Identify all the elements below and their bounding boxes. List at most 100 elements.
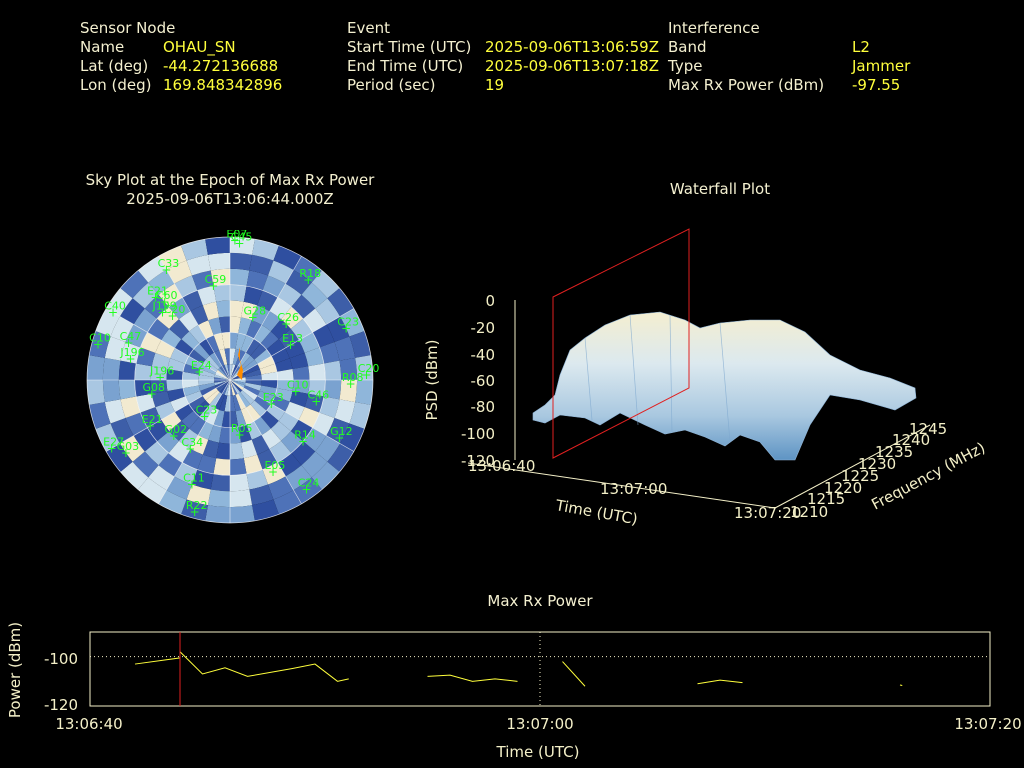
sky-cell [230, 316, 242, 334]
sky-cell [219, 366, 230, 380]
sky-cell [230, 237, 255, 255]
sky-cell [311, 270, 340, 299]
sky-cell [262, 275, 286, 298]
sky-cell [169, 420, 190, 441]
satellite-marker: + [248, 310, 258, 324]
sensor-lon-value: 169.848342896 [163, 76, 283, 94]
sky-cell [210, 268, 230, 287]
sky-cell [150, 366, 168, 380]
satellite-marker: + [155, 371, 165, 385]
interference-trace [237, 347, 243, 380]
sky-cell [315, 298, 341, 325]
azimuth-spoke [229, 379, 354, 452]
sky-cell [213, 409, 225, 427]
satellite-label: C20 [164, 303, 186, 316]
satellite-marker: + [266, 397, 276, 411]
sky-heatmap [87, 237, 373, 523]
sky-cell [281, 306, 304, 329]
sensor-name-value: OHAU_SN [163, 38, 236, 56]
sky-cell [243, 385, 260, 396]
sky-cell [245, 374, 262, 380]
sky-cell [261, 380, 278, 389]
sky-cell [230, 364, 236, 380]
sky-cell [323, 360, 342, 380]
z-tick-100: -100 [461, 425, 495, 443]
sky-cell [291, 294, 316, 319]
satellite-marker: + [268, 465, 278, 479]
y-tick-1225: 1225 [841, 467, 879, 485]
sensor-lat-label: Lat (deg) [80, 57, 149, 75]
sky-cell [230, 505, 255, 523]
sky-cell [240, 390, 255, 405]
sky-plot: +E07+C45+R18+C33+E21+C40 +C60+C59+J199+C2… [86, 230, 379, 524]
satellite-label: E05 [264, 459, 285, 472]
sky-cell [274, 388, 293, 402]
satellite-label: E13 [282, 332, 303, 345]
event-end-value: 2025-09-06T13:07:18Z [485, 57, 659, 75]
sky-cell [230, 380, 246, 383]
sensor-lat-value: -44.272136688 [163, 57, 279, 75]
sky-cell [151, 352, 171, 369]
sky-cell [205, 237, 230, 255]
sky-cell [144, 441, 169, 466]
sky-cell [230, 366, 241, 380]
sky-cell [227, 380, 230, 396]
sky-cell [266, 403, 286, 421]
sky-grid [86, 236, 374, 524]
power-x-tick-mid: 13:07:00 [506, 715, 573, 733]
sky-cell [261, 371, 278, 380]
satellite-marker: + [147, 387, 157, 401]
sky-cell [327, 443, 354, 472]
sky-cell [167, 358, 186, 372]
x-tick-labels: 13:06:40 13:07:00 13:07:20 [468, 457, 801, 522]
satellite-label: E21 [147, 284, 168, 297]
z-tick-0: 0 [485, 292, 495, 310]
satellite-marker: + [291, 385, 301, 399]
satellite-marker: + [160, 295, 170, 309]
sky-cell [219, 348, 228, 366]
satellite-label: C47 [120, 330, 142, 343]
sky-cell [178, 428, 199, 449]
epoch-plane [552, 228, 690, 459]
satellite-label: R05 [231, 422, 253, 435]
sky-cell [214, 380, 230, 383]
y-tick-1220: 1220 [824, 479, 862, 497]
sky-cell [230, 348, 236, 365]
azimuth-spoke [229, 308, 354, 381]
sky-cell [245, 404, 261, 422]
sky-cell [132, 282, 159, 309]
sky-cell [266, 339, 286, 357]
power-y-tick-100: -100 [44, 650, 78, 668]
sky-cell [285, 269, 312, 295]
sky-cell [102, 380, 121, 403]
sky-cell [327, 288, 354, 317]
sky-cell [202, 359, 218, 373]
sky-cell [125, 324, 148, 348]
sky-cell [150, 380, 168, 394]
sky-cell [120, 461, 149, 490]
sky-cell [110, 418, 134, 444]
sky-cell [183, 363, 201, 375]
sky-cell [259, 363, 277, 375]
satellite-label: C23 [337, 315, 359, 328]
sky-cell [134, 363, 152, 380]
sensor-name-label: Name [80, 38, 125, 56]
sky-cell [270, 420, 291, 441]
sky-cell [252, 239, 279, 261]
sky-cell [285, 465, 312, 491]
sky-cell [186, 484, 211, 506]
satellite-label: C45 [231, 231, 253, 244]
sky-cell [224, 348, 230, 365]
sky-cell [87, 355, 105, 380]
sky-cell [230, 426, 242, 444]
sky-cell [276, 380, 294, 392]
satellite-label: E27 [103, 435, 124, 448]
azimuth-spoke [229, 379, 302, 504]
sky-cell [244, 382, 262, 391]
y-tick-1210: 1210 [790, 503, 828, 521]
sky-cell [89, 331, 111, 358]
sky-cell [214, 350, 225, 367]
sky-cell [249, 484, 274, 506]
z-axis-label: PSD (dBm) [423, 339, 441, 420]
satellite-marker: + [281, 317, 291, 331]
